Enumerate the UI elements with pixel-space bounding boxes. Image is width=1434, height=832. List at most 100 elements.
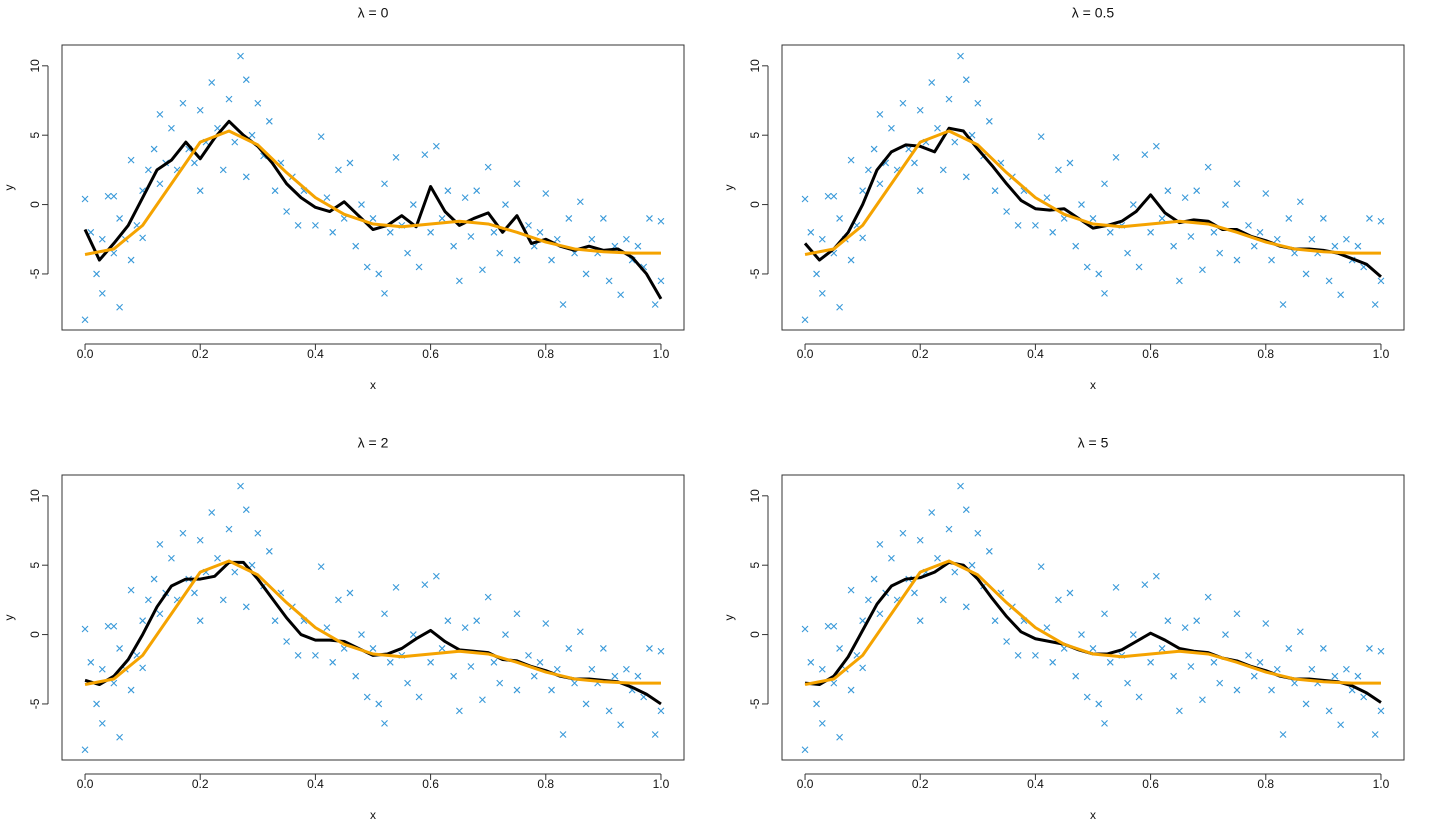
panel: λ = 0 x y 0.0 0.2 0.4 0.6 0.8 1.0 -5 0 5 10 (2, 5, 685, 392)
point (513, 180, 521, 188)
point (536, 228, 544, 236)
point (196, 536, 204, 544)
curve (803, 126, 1382, 278)
point (985, 117, 993, 125)
point (81, 195, 89, 203)
y-tick-label: 0 (748, 631, 762, 638)
point (1325, 277, 1333, 285)
x-tick-label: 0.2 (192, 347, 209, 361)
point (1343, 665, 1350, 673)
point (450, 672, 458, 680)
x-tick-label: 0.8 (1257, 777, 1274, 791)
point (836, 303, 843, 311)
point (1066, 589, 1074, 597)
point (1037, 133, 1045, 140)
point (179, 99, 187, 107)
point (657, 277, 665, 285)
y-tick-label: -5 (748, 268, 762, 279)
point (1210, 228, 1218, 236)
point (1176, 277, 1183, 285)
point (582, 270, 590, 278)
point (1308, 235, 1316, 243)
point (911, 159, 918, 167)
panel-title: λ = 2 (358, 435, 389, 451)
point (271, 617, 279, 625)
point (945, 525, 953, 533)
point (657, 217, 665, 225)
point (951, 568, 959, 576)
point (479, 696, 486, 704)
point (1302, 700, 1310, 708)
x-tick-label: 0.8 (537, 347, 554, 361)
curve (84, 559, 661, 686)
point (1078, 201, 1085, 208)
x-tick-label: 1.0 (1373, 347, 1390, 361)
point (1089, 645, 1097, 652)
point (934, 554, 941, 562)
point (945, 95, 953, 103)
point (565, 645, 573, 652)
point (363, 693, 371, 701)
point (386, 228, 394, 236)
y-tick-label: -5 (748, 698, 762, 709)
x-tick-label: 1.0 (653, 777, 670, 791)
point (911, 589, 918, 597)
point (617, 291, 625, 299)
point (899, 99, 907, 107)
point (381, 289, 388, 297)
point (317, 563, 325, 570)
point (490, 658, 498, 666)
point (865, 166, 872, 174)
point (565, 215, 573, 222)
point (605, 707, 613, 715)
point (479, 266, 486, 274)
point (312, 651, 319, 659)
point (219, 166, 227, 174)
point (191, 159, 198, 167)
x-tick-label: 0.0 (797, 777, 814, 791)
point (1164, 187, 1172, 195)
point (830, 192, 838, 200)
point (870, 145, 878, 153)
panel: λ = 0.5 x y 0.0 0.2 0.4 0.6 0.8 1.0 -5 0 5 10 (722, 5, 1405, 392)
point (1089, 215, 1097, 222)
y-tick-label: 0 (748, 201, 762, 208)
point (1319, 215, 1327, 222)
point (438, 645, 446, 652)
point (1262, 620, 1270, 627)
point (139, 617, 147, 625)
point (248, 131, 256, 139)
point (1101, 719, 1108, 727)
point (1066, 159, 1074, 167)
point (358, 631, 365, 638)
point (1199, 696, 1206, 704)
point (1170, 242, 1178, 250)
point (548, 686, 555, 694)
y-tick-label: 5 (28, 132, 42, 139)
point (916, 106, 924, 114)
point (467, 663, 475, 670)
point (651, 301, 659, 308)
point (916, 187, 924, 195)
point (991, 617, 999, 625)
x-tick-label: 0.4 (307, 347, 324, 361)
point (248, 561, 256, 569)
y-tick-label: 10 (748, 489, 762, 503)
point (421, 151, 429, 159)
point (962, 76, 970, 84)
point (323, 194, 331, 202)
point (116, 733, 123, 741)
point (196, 617, 204, 625)
point (438, 215, 446, 222)
point (381, 180, 388, 188)
point (1233, 256, 1241, 264)
point (646, 645, 653, 652)
point (1106, 228, 1114, 236)
point (1331, 672, 1339, 680)
point (381, 719, 388, 727)
point (957, 52, 964, 60)
point (962, 173, 970, 181)
point (231, 568, 239, 576)
point (335, 596, 342, 604)
x-tick-label: 0.6 (422, 347, 439, 361)
